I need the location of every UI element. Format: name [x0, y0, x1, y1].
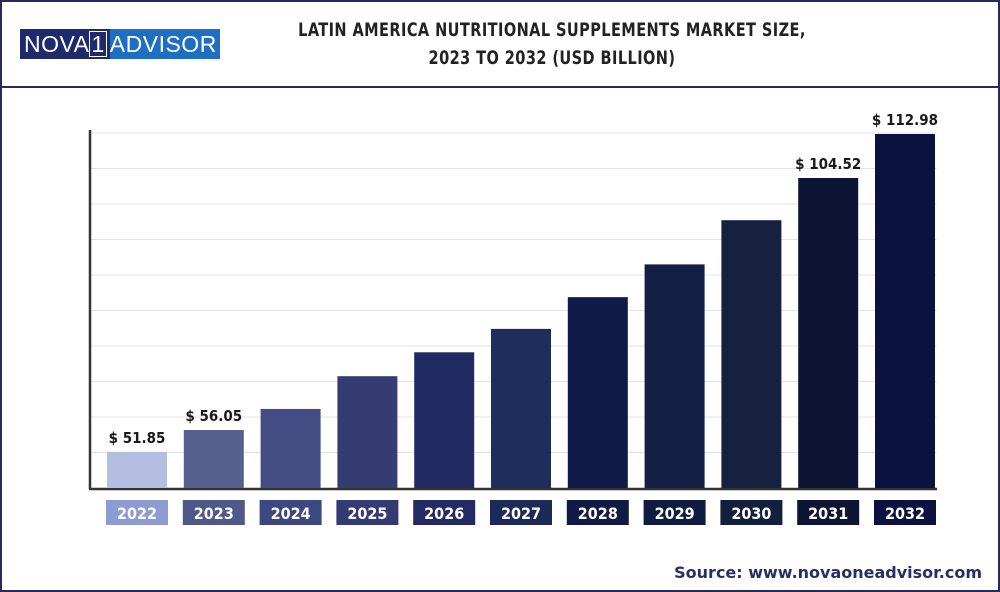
x-tick-label-2026: 2026 — [424, 504, 464, 523]
x-tick-box-2027 — [490, 500, 552, 525]
x-tick-label-2032: 2032 — [885, 504, 925, 523]
bar-2022 — [107, 451, 167, 488]
x-tick-box-2023 — [182, 500, 245, 525]
x-tick-label-2028: 2028 — [578, 504, 618, 523]
x-tick-label-2023: 2023 — [194, 504, 234, 523]
source-text: Source: www.novaoneadvisor.com — [674, 563, 982, 582]
x-tick-label-2025: 2025 — [347, 504, 387, 523]
data-label-2032: $ 112.98 — [872, 111, 938, 129]
bar-2023 — [183, 430, 244, 488]
bar-2027 — [491, 328, 551, 488]
data-label-2031: $ 104.52 — [795, 155, 861, 173]
x-tick-box-2029 — [643, 500, 706, 525]
x-tick-box-2028 — [566, 500, 629, 525]
bar-2025 — [337, 376, 398, 488]
x-tick-box-2022 — [106, 500, 168, 525]
x-tick-box-2030 — [720, 500, 783, 525]
title-line-1: LATIN AMERICA NUTRITIONAL SUPPLEMENTS MA… — [298, 19, 806, 41]
bar-2030 — [721, 220, 782, 488]
x-tick-label-2024: 2024 — [271, 504, 311, 523]
x-tick-box-2024 — [259, 500, 322, 525]
bar-2029 — [644, 264, 705, 488]
x-tick-label-2029: 2029 — [655, 504, 695, 523]
bar-2026 — [414, 352, 475, 488]
logo: NOVA1 ADVISOR — [20, 29, 220, 59]
x-tick-label-2030: 2030 — [731, 504, 771, 523]
x-tick-box-2031 — [797, 500, 860, 525]
x-tick-label-2031: 2031 — [808, 504, 848, 523]
bar-2028 — [567, 297, 628, 488]
title-line-2: 2023 TO 2032 (USD BILLION) — [428, 47, 676, 69]
data-label-2022: $ 51.85 — [109, 429, 166, 447]
bar-2031 — [798, 177, 859, 488]
bar-2024 — [260, 408, 321, 488]
x-tick-label-2027: 2027 — [501, 504, 541, 523]
data-label-2023: $ 56.05 — [185, 407, 242, 425]
logo-advisor: ADVISOR — [109, 29, 220, 59]
x-tick-box-2025 — [336, 500, 399, 525]
logo-nova: NOVA1 — [20, 29, 110, 59]
chart-title: LATIN AMERICA NUTRITIONAL SUPPLEMENTS MA… — [297, 16, 807, 72]
x-tick-box-2032 — [874, 500, 936, 525]
bar-2032 — [875, 133, 935, 488]
x-tick-label-2022: 2022 — [117, 504, 157, 523]
x-tick-box-2026 — [413, 500, 476, 525]
header: NOVA1 ADVISOR LATIN AMERICA NUTRITIONAL S… — [2, 2, 998, 88]
